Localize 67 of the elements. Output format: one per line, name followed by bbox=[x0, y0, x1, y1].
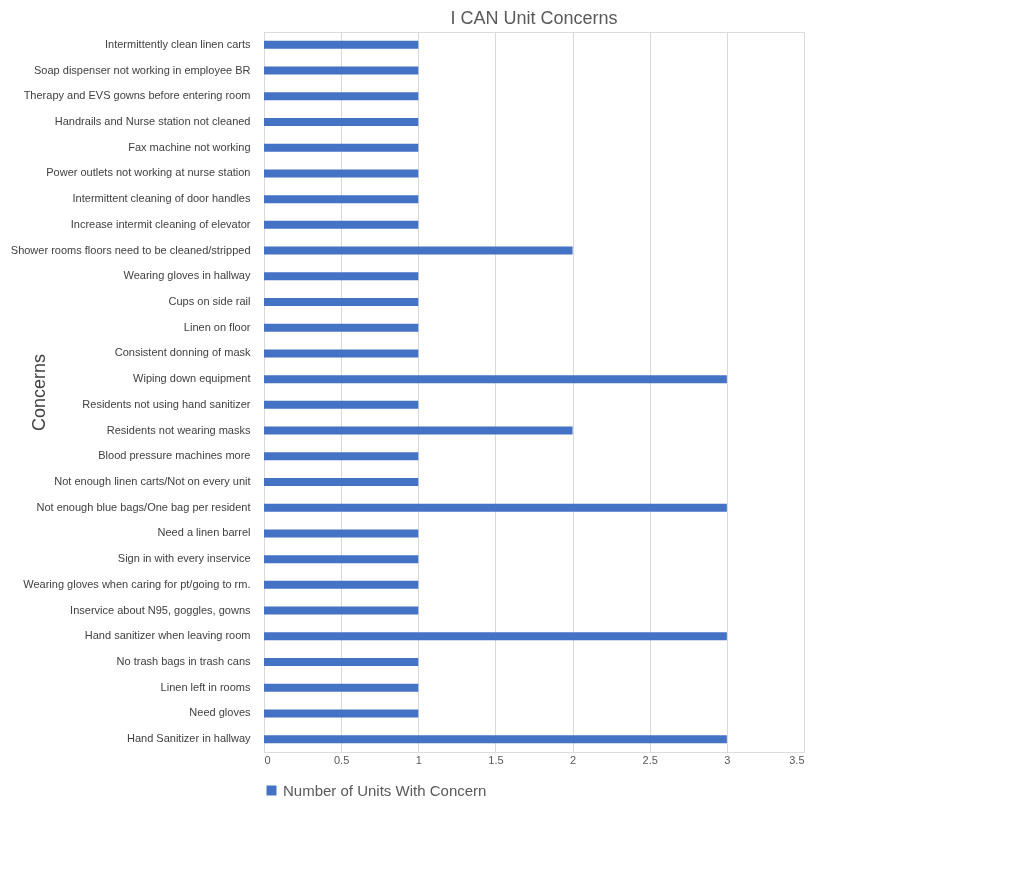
y-tick-label: Wiping down equipment bbox=[133, 372, 251, 385]
bar bbox=[264, 246, 573, 255]
y-tick-label: Consistent donning of mask bbox=[114, 346, 251, 359]
y-tick-label: Hand sanitizer when leaving room bbox=[84, 629, 251, 642]
y-tick-label: Linen on floor bbox=[183, 320, 251, 333]
y-tick-label: Increase intermit cleaning of elevator bbox=[70, 217, 251, 230]
y-tick-label: Cups on side rail bbox=[168, 295, 251, 307]
y-tick-label: Inservice about N95, goggles, gowns bbox=[70, 603, 251, 616]
y-tick-label: Handrails and Nurse station not cleaned bbox=[54, 115, 251, 127]
bar bbox=[264, 658, 419, 666]
bar bbox=[264, 632, 727, 641]
bar bbox=[264, 503, 727, 512]
y-tick-label: Not enough blue bags/One bag per resident bbox=[36, 500, 251, 513]
x-tick-label: 2 bbox=[570, 753, 577, 766]
bar bbox=[264, 452, 419, 461]
bar bbox=[264, 400, 419, 409]
bar bbox=[264, 529, 419, 538]
y-tick-label: Intermittent cleaning of door handles bbox=[72, 192, 251, 205]
y-tick-label: Wearing gloves when caring for pt/going to rm. bbox=[23, 577, 251, 590]
bar bbox=[264, 426, 573, 435]
x-tick-label: 3 bbox=[724, 753, 731, 766]
bar bbox=[264, 349, 419, 358]
y-tick-label: Therapy and EVS gowns before entering room bbox=[23, 89, 251, 102]
y-tick-label: Hand Sanitizer in hallway bbox=[126, 732, 251, 745]
x-tick-label: 0 bbox=[264, 753, 271, 766]
bar bbox=[264, 169, 419, 178]
bar bbox=[264, 66, 419, 75]
y-tick-label: Residents not wearing masks bbox=[106, 423, 251, 436]
bar bbox=[264, 195, 419, 204]
y-tick-label: Blood pressure machines more bbox=[98, 449, 251, 462]
chart-title: I CAN Unit Concerns bbox=[450, 8, 618, 28]
x-tick-label: 0.5 bbox=[333, 753, 350, 766]
y-tick-label: Wearing gloves in hallway bbox=[123, 269, 251, 282]
bar bbox=[264, 555, 419, 564]
bar bbox=[264, 606, 419, 615]
y-tick-label: No trash bags in trash cans bbox=[116, 655, 251, 667]
bar bbox=[264, 683, 419, 692]
y-tick-label: Sign in with every inservice bbox=[117, 552, 251, 565]
y-tick-label: Residents not using hand sanitizer bbox=[82, 397, 251, 410]
y-tick-label: Need gloves bbox=[189, 706, 251, 719]
bar bbox=[264, 478, 419, 486]
x-tick-label: 3.5 bbox=[789, 753, 805, 766]
bar bbox=[264, 580, 419, 589]
y-tick-label: Fax machine not working bbox=[128, 140, 251, 153]
y-tick-label: Power outlets not working at nurse station bbox=[46, 166, 251, 179]
x-tick-label: 1.5 bbox=[488, 753, 504, 766]
y-tick-label: Linen left in rooms bbox=[160, 680, 251, 693]
y-tick-label: Shower rooms floors need to be cleaned/stripped bbox=[10, 243, 251, 256]
y-tick-label: Need a linen barrel bbox=[157, 526, 251, 539]
y-tick-label: Soap dispenser not working in employee BR bbox=[34, 63, 251, 76]
bar bbox=[264, 735, 727, 744]
x-tick-label: 1 bbox=[415, 753, 422, 766]
bar bbox=[264, 92, 419, 101]
bar bbox=[264, 220, 419, 229]
y-tick-label: Not enough linen carts/Not on every unit bbox=[54, 475, 251, 487]
bar bbox=[264, 323, 419, 332]
bar bbox=[264, 40, 419, 49]
bar bbox=[264, 143, 419, 152]
x-tick-label: 2.5 bbox=[642, 753, 658, 766]
bar bbox=[264, 118, 419, 126]
bar bbox=[264, 709, 419, 718]
y-tick-label: Intermittently clean linen carts bbox=[104, 37, 251, 50]
legend-label: Number of Units With Concern bbox=[283, 781, 487, 799]
bar bbox=[264, 298, 419, 306]
bar bbox=[264, 272, 419, 281]
bar bbox=[264, 375, 727, 384]
y-axis-title: Concerns bbox=[28, 353, 49, 432]
